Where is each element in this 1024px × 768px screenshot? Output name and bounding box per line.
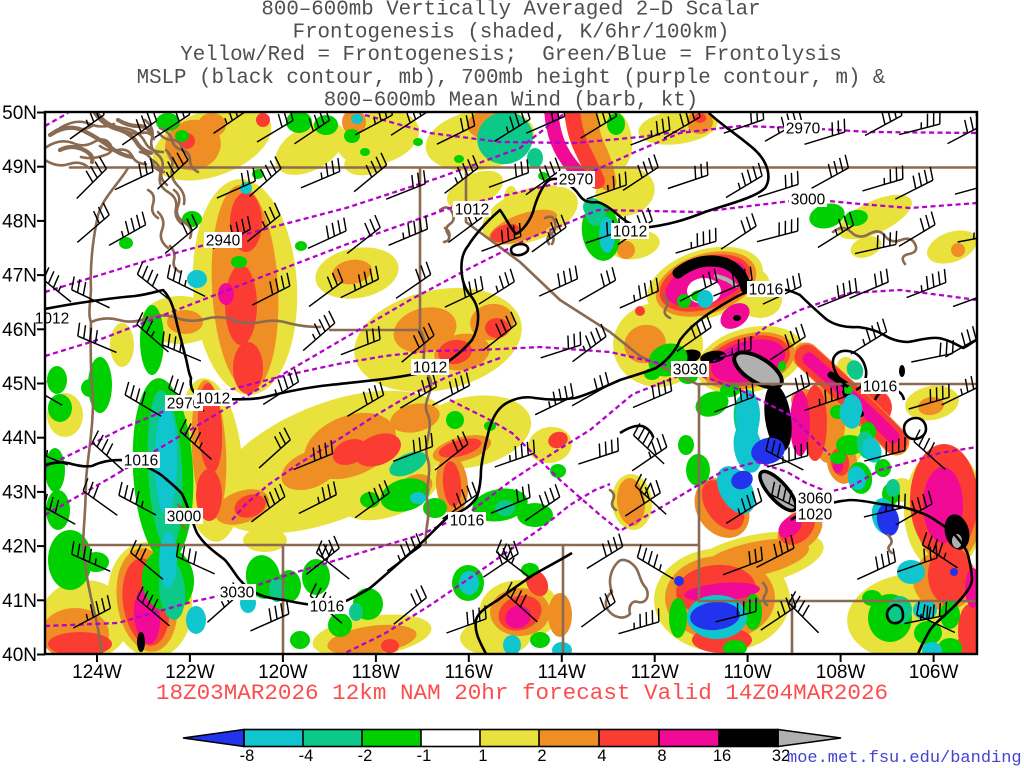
svg-text:50N: 50N <box>2 103 37 124</box>
svg-text:-4: -4 <box>299 747 314 765</box>
svg-text:124W: 124W <box>72 662 122 683</box>
svg-text:-2: -2 <box>358 747 373 765</box>
svg-text:1016: 1016 <box>749 282 783 299</box>
svg-text:49N: 49N <box>2 157 37 178</box>
svg-text:116W: 116W <box>445 662 493 683</box>
svg-text:3030: 3030 <box>673 362 708 379</box>
svg-text:moe.met.fsu.edu/banding: moe.met.fsu.edu/banding <box>787 749 1022 768</box>
svg-text:800–600mb Mean Wind (barb, kt): 800–600mb Mean Wind (barb, kt) <box>324 90 698 113</box>
svg-text:2970: 2970 <box>559 172 594 189</box>
svg-text:114W: 114W <box>538 662 586 683</box>
svg-text:18Z03MAR2026 12km NAM 20hr for: 18Z03MAR2026 12km NAM 20hr forecast Vali… <box>156 680 888 706</box>
svg-text:42N: 42N <box>2 537 37 558</box>
svg-text:3030: 3030 <box>220 585 255 602</box>
svg-text:-8: -8 <box>240 747 255 765</box>
svg-text:48N: 48N <box>2 211 37 232</box>
svg-text:2: 2 <box>537 747 546 765</box>
svg-text:112W: 112W <box>631 662 679 683</box>
svg-text:Yellow/Red = Frontogenesis; G: Yellow/Red = Frontogenesis; Green/Blue =… <box>180 44 841 67</box>
svg-text:122W: 122W <box>165 662 215 683</box>
svg-text:MSLP (black contour, mb), 700m: MSLP (black contour, mb), 700mb height (… <box>137 67 886 90</box>
svg-text:1012: 1012 <box>413 360 447 377</box>
svg-text:46N: 46N <box>2 320 37 341</box>
svg-text:40N: 40N <box>2 645 37 666</box>
svg-text:1012: 1012 <box>613 224 647 241</box>
svg-text:45N: 45N <box>2 374 37 395</box>
svg-text:1012: 1012 <box>196 391 230 408</box>
svg-text:1012: 1012 <box>455 202 489 219</box>
svg-text:1: 1 <box>478 747 487 765</box>
svg-text:1016: 1016 <box>310 599 344 616</box>
svg-text:Frontogenesis (shaded, K/6hr/1: Frontogenesis (shaded, K/6hr/100km) <box>293 21 730 44</box>
svg-text:1016: 1016 <box>124 453 158 470</box>
svg-text:16: 16 <box>713 747 731 765</box>
svg-text:43N: 43N <box>2 482 37 503</box>
svg-text:120W: 120W <box>258 662 308 683</box>
svg-text:2940: 2940 <box>206 233 241 250</box>
svg-text:106W: 106W <box>909 662 959 683</box>
svg-text:110W: 110W <box>723 662 771 683</box>
svg-text:4: 4 <box>597 747 606 765</box>
svg-text:41N: 41N <box>2 591 37 612</box>
svg-text:2970: 2970 <box>786 121 821 138</box>
svg-text:1012: 1012 <box>35 311 69 328</box>
svg-text:108W: 108W <box>816 662 866 683</box>
svg-text:44N: 44N <box>2 428 37 449</box>
svg-text:47N: 47N <box>2 266 37 287</box>
svg-text:1020: 1020 <box>798 507 833 524</box>
svg-text:8: 8 <box>657 747 666 765</box>
svg-text:1016: 1016 <box>863 379 897 396</box>
svg-text:3060: 3060 <box>798 491 833 508</box>
svg-text:-1: -1 <box>417 747 432 765</box>
svg-text:3000: 3000 <box>167 509 202 526</box>
svg-text:32: 32 <box>772 747 790 765</box>
svg-text:1016: 1016 <box>450 513 484 530</box>
svg-text:800–600mb Vertically Averaged: 800–600mb Vertically Averaged 2–D Scalar <box>261 0 760 22</box>
svg-text:3000: 3000 <box>791 192 826 209</box>
svg-text:2970: 2970 <box>167 396 202 413</box>
svg-text:118W: 118W <box>352 662 400 683</box>
